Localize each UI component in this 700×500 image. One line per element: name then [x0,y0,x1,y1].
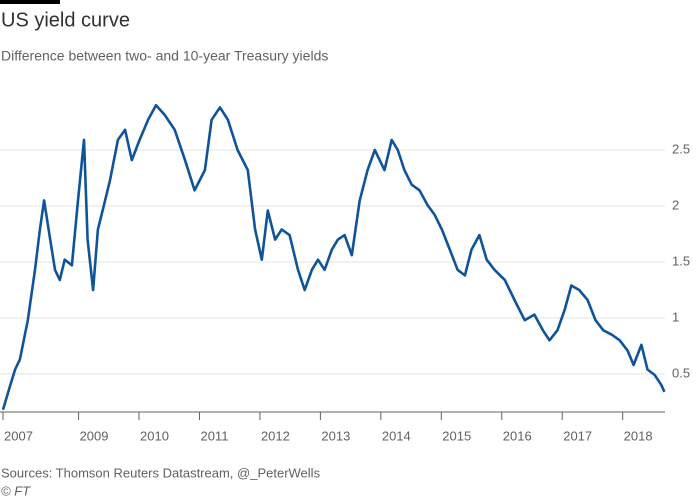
x-tick-label: 2009 [80,428,109,443]
x-tick-label: 2016 [503,428,532,443]
x-tick-label: 2007 [4,428,33,443]
credit: © FT [1,483,31,498]
x-tick-label: 2018 [624,428,653,443]
source: Sources: Thomson Reuters Datastream, @_P… [1,465,321,480]
x-tick-label: 2013 [321,428,350,443]
y-tick-label: 1 [672,309,679,324]
x-tick-label: 2015 [442,428,471,443]
y-tick-label: 2 [672,197,679,212]
x-tick-label: 2011 [200,428,228,443]
chart-title: US yield curve [1,9,130,31]
brand-bar [0,0,60,4]
x-tick-label: 2014 [382,428,411,443]
x-tick-label: 2012 [261,428,290,443]
y-tick-label: 0.5 [672,365,690,380]
series-line [1,103,666,411]
chart-subtitle: Difference between two- and 10-year Trea… [1,48,328,64]
x-tick-label: 2010 [140,428,169,443]
x-tick-label: 2017 [563,428,592,443]
y-tick-label: 2.5 [672,141,690,156]
y-tick-label: 1.5 [672,253,690,268]
